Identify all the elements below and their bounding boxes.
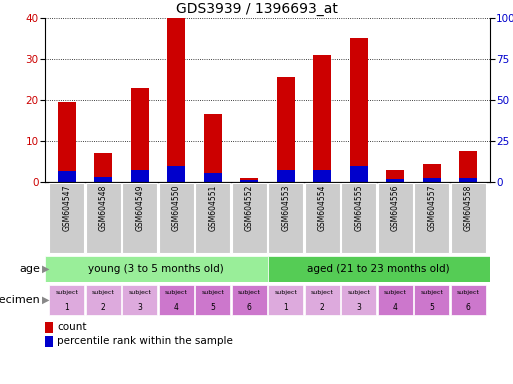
Bar	[378, 285, 412, 315]
Bar	[45, 322, 53, 333]
Bar	[341, 184, 376, 253]
Bar	[58, 171, 76, 182]
Bar	[86, 285, 121, 315]
Bar	[45, 256, 267, 282]
Bar	[86, 184, 121, 253]
Text: 6: 6	[247, 303, 252, 311]
Bar	[305, 285, 340, 315]
Text: GSM604556: GSM604556	[391, 185, 400, 232]
Text: 2: 2	[320, 303, 325, 311]
Text: GSM604555: GSM604555	[354, 185, 363, 232]
Text: subject: subject	[274, 290, 297, 295]
Bar	[277, 170, 295, 182]
Text: aged (21 to 23 months old): aged (21 to 23 months old)	[307, 264, 450, 274]
Bar	[122, 285, 157, 315]
Bar	[459, 178, 477, 182]
Text: 4: 4	[393, 303, 398, 311]
Bar	[94, 153, 112, 182]
Text: GSM604548: GSM604548	[99, 185, 108, 231]
Bar	[378, 184, 412, 253]
Text: 6: 6	[466, 303, 470, 311]
Bar	[267, 256, 490, 282]
Text: GSM604553: GSM604553	[281, 185, 290, 232]
Text: young (3 to 5 months old): young (3 to 5 months old)	[88, 264, 224, 274]
Text: subject: subject	[347, 290, 370, 295]
Bar	[204, 114, 222, 182]
Bar	[313, 55, 331, 182]
Bar	[414, 285, 449, 315]
Text: subject: subject	[55, 290, 78, 295]
Text: subject: subject	[201, 290, 224, 295]
Bar	[58, 102, 76, 182]
Bar	[195, 285, 230, 315]
Text: GSM604552: GSM604552	[245, 185, 254, 231]
Text: 3: 3	[137, 303, 142, 311]
Bar	[195, 184, 230, 253]
Bar	[159, 285, 194, 315]
Bar	[204, 173, 222, 182]
Bar	[349, 166, 368, 182]
Bar	[423, 178, 441, 182]
Text: subject: subject	[457, 290, 480, 295]
Bar	[459, 151, 477, 182]
Text: GSM604557: GSM604557	[427, 185, 436, 232]
Text: ▶: ▶	[43, 264, 50, 274]
Bar	[313, 170, 331, 182]
Text: GSM604549: GSM604549	[135, 185, 144, 232]
Bar	[167, 18, 185, 182]
Text: age: age	[19, 264, 40, 274]
Bar	[45, 336, 53, 347]
Bar	[232, 285, 267, 315]
Text: GSM604551: GSM604551	[208, 185, 218, 231]
Text: subject: subject	[311, 290, 333, 295]
Bar	[268, 285, 303, 315]
Bar	[131, 170, 149, 182]
Text: specimen: specimen	[0, 295, 40, 305]
Bar	[232, 184, 267, 253]
Bar	[49, 285, 85, 315]
Bar	[386, 170, 404, 182]
Bar	[423, 164, 441, 182]
Bar	[167, 166, 185, 182]
Bar	[240, 178, 259, 182]
Text: ▶: ▶	[43, 295, 50, 305]
Bar	[268, 184, 303, 253]
Bar	[386, 179, 404, 182]
Text: subject: subject	[420, 290, 443, 295]
Text: 2: 2	[101, 303, 106, 311]
Text: GSM604547: GSM604547	[63, 185, 71, 232]
Text: 4: 4	[174, 303, 179, 311]
Text: 5: 5	[210, 303, 215, 311]
Bar	[450, 184, 486, 253]
Bar	[414, 184, 449, 253]
Text: subject: subject	[384, 290, 407, 295]
Text: subject: subject	[238, 290, 261, 295]
Bar	[305, 184, 340, 253]
Bar	[49, 184, 85, 253]
Bar	[341, 285, 376, 315]
Bar	[349, 38, 368, 182]
Text: GDS3939 / 1396693_at: GDS3939 / 1396693_at	[175, 2, 338, 16]
Text: percentile rank within the sample: percentile rank within the sample	[57, 336, 233, 346]
Text: count: count	[57, 322, 87, 332]
Text: GSM604550: GSM604550	[172, 185, 181, 232]
Bar	[240, 180, 259, 182]
Bar	[122, 184, 157, 253]
Text: GSM604554: GSM604554	[318, 185, 327, 232]
Text: GSM604558: GSM604558	[464, 185, 472, 231]
Bar	[450, 285, 486, 315]
Text: 1: 1	[283, 303, 288, 311]
Bar	[94, 177, 112, 182]
Text: 3: 3	[356, 303, 361, 311]
Text: subject: subject	[165, 290, 188, 295]
Text: 5: 5	[429, 303, 434, 311]
Bar	[277, 78, 295, 182]
Bar	[131, 88, 149, 182]
Text: 1: 1	[65, 303, 69, 311]
Text: subject: subject	[92, 290, 115, 295]
Text: subject: subject	[128, 290, 151, 295]
Bar	[159, 184, 194, 253]
